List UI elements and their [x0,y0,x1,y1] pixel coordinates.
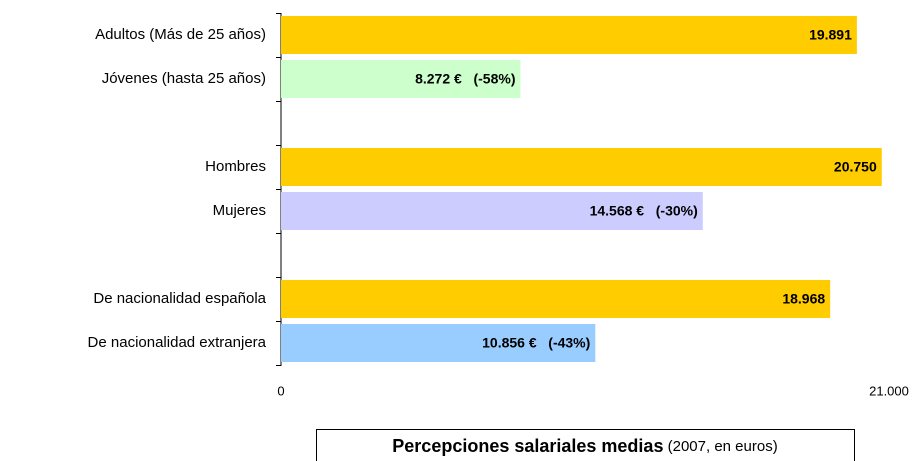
x-tick-label: 21.000 [869,383,909,398]
value-label: 20.750 [834,159,877,175]
bar [281,148,882,186]
x-tick-label: 0 [277,383,284,398]
bar [281,324,596,362]
value-label: 19.891 [809,27,852,43]
value-label: 10.856 € (-43%) [482,335,590,351]
y-tick-label: Jóvenes (hasta 25 años) [102,70,266,87]
bar [281,16,857,54]
title-box [316,429,855,461]
bar [281,60,521,98]
bar [281,280,831,318]
y-tick-label: Mujeres [213,202,266,219]
value-label: 14.568 € (-30%) [590,203,698,219]
subtitle: (2007, en euros) [668,438,778,455]
y-tick-label: Hombres [205,158,266,175]
y-tick-label: De nacionalidad extranjera [88,334,267,351]
title: Percepciones salariales medias [392,436,663,456]
y-tick-label: De nacionalidad española [93,290,266,307]
y-tick-label: Adultos (Más de 25 años) [95,26,266,43]
value-label: 8.272 € (-58%) [415,71,515,87]
bar [281,192,703,230]
chart-title: Percepciones salariales medias (2007, en… [392,436,777,456]
value-label: 18.968 [782,291,825,307]
